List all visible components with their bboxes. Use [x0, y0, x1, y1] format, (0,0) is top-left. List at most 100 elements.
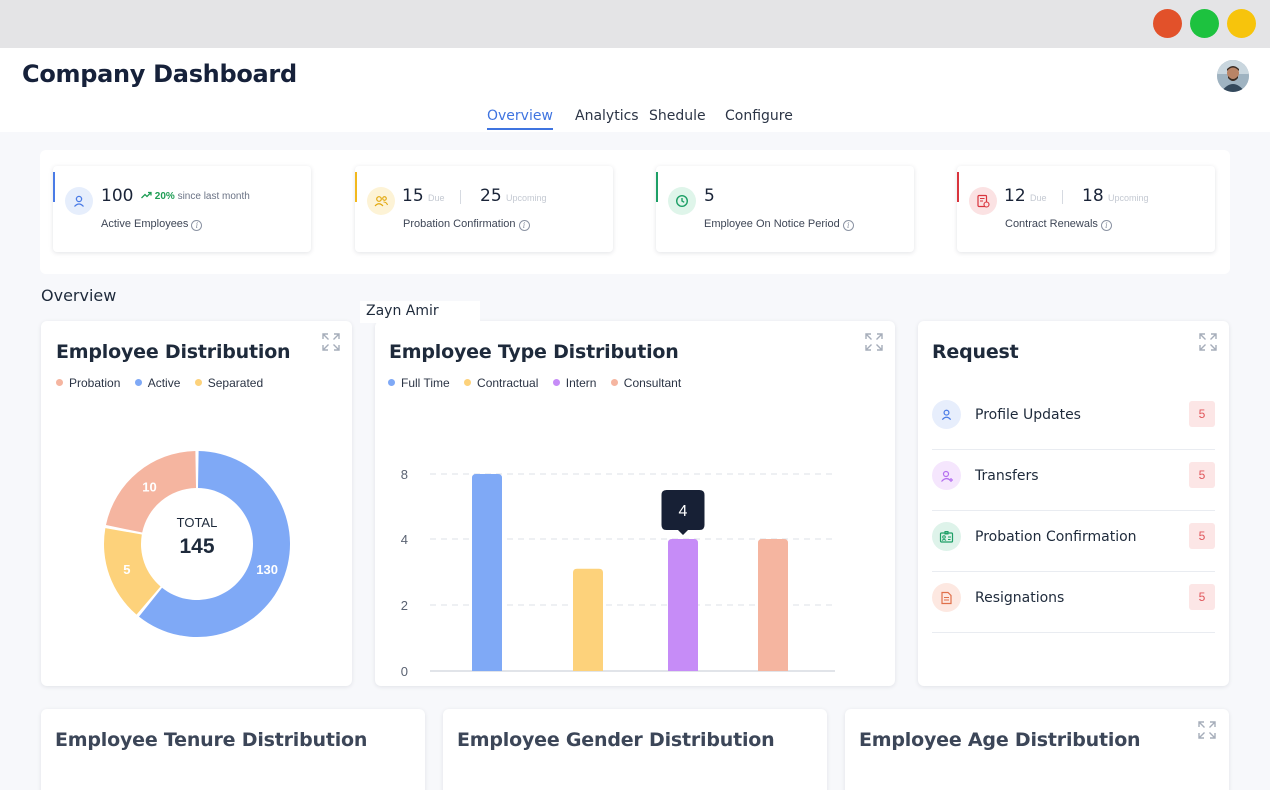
- legend-item-consultant: Consultant: [610, 376, 681, 390]
- card-title: Employee Distribution: [56, 341, 291, 363]
- donut-slice-separated[interactable]: [104, 528, 161, 615]
- card-title: Employee Type Distribution: [389, 341, 679, 363]
- request-count-badge: 5: [1189, 523, 1215, 549]
- donut-center-label: TOTAL: [177, 515, 218, 530]
- card-request: Request Profile Updates 5 Transfers 5 Pr…: [918, 321, 1229, 686]
- stat-divider: [460, 190, 461, 204]
- tab-schedule[interactable]: Shedule: [649, 108, 706, 124]
- stat-divider: [1062, 190, 1063, 204]
- bar-tooltip: 4: [661, 490, 705, 535]
- stat-card-probation-confirmation[interactable]: 15 Due 25 Upcoming Probation Confirmatio…: [355, 166, 613, 252]
- tab-analytics[interactable]: Analytics: [575, 108, 639, 124]
- stat-sub-upcoming: Upcoming: [1108, 193, 1149, 203]
- contract-icon: [969, 187, 997, 215]
- expand-icon[interactable]: [1198, 721, 1216, 739]
- tab-overview[interactable]: Overview: [487, 108, 553, 130]
- stat-sub-upcoming: Upcoming: [506, 193, 547, 203]
- request-item-probation-confirmation[interactable]: Probation Confirmation 5: [932, 511, 1215, 572]
- app-window: Company Dashboard Overview Analytics She…: [0, 48, 1270, 790]
- stat-value-upcoming: 25: [480, 186, 502, 206]
- trend-percent: 20%: [154, 191, 175, 202]
- y-tick-label: 4: [401, 532, 408, 547]
- card-title: Employee Gender Distribution: [457, 729, 775, 751]
- y-tick-label: 2: [401, 598, 408, 613]
- legend-item-contractual: Contractual: [464, 376, 538, 390]
- request-label: Resignations: [975, 590, 1065, 606]
- stat-sub-due: Due: [1030, 193, 1047, 203]
- hover-name-tooltip: Zayn Amir: [360, 301, 480, 323]
- request-item-resignations[interactable]: Resignations 5: [932, 572, 1215, 633]
- stat-value: 100: [101, 186, 134, 206]
- stat-label: Probation Confirmation i: [403, 218, 530, 231]
- window-close-button[interactable]: [1153, 9, 1182, 38]
- bar-full-time[interactable]: [472, 474, 502, 671]
- card-title: Employee Age Distribution: [859, 729, 1141, 751]
- card-age-distribution: Employee Age Distribution: [845, 709, 1229, 790]
- donut-slice-active[interactable]: [138, 451, 290, 637]
- user-group-icon: [367, 187, 395, 215]
- avatar-image-icon: [1217, 60, 1249, 92]
- stat-accent-bar: [957, 172, 959, 202]
- tab-configure[interactable]: Configure: [725, 108, 793, 124]
- expand-icon[interactable]: [322, 333, 340, 351]
- expand-icon[interactable]: [1199, 333, 1217, 351]
- info-icon[interactable]: i: [842, 220, 854, 231]
- id-card-icon: [932, 522, 961, 551]
- tab-bar: Overview Analytics Shedule Configure: [0, 108, 1270, 132]
- request-item-transfers[interactable]: Transfers 5: [932, 450, 1215, 511]
- bar-consultant[interactable]: [758, 539, 788, 671]
- bar-intern[interactable]: [668, 539, 698, 671]
- bar-contractual[interactable]: [573, 568, 603, 671]
- request-item-profile-updates[interactable]: Profile Updates 5: [932, 389, 1215, 450]
- card-title: Employee Tenure Distribution: [55, 729, 368, 751]
- stat-label: Active Employees i: [101, 218, 203, 231]
- avatar[interactable]: [1217, 60, 1249, 92]
- user-icon: [932, 400, 961, 429]
- request-label: Profile Updates: [975, 407, 1081, 423]
- legend-item-separated: Separated: [194, 376, 263, 390]
- legend-item-intern: Intern: [552, 376, 596, 390]
- stat-label: Employee On Notice Period i: [704, 218, 854, 231]
- y-tick-label: 0: [401, 664, 408, 679]
- donut-slice-probation[interactable]: [105, 451, 197, 533]
- chart-legend: Probation Active Separated: [56, 376, 274, 390]
- tooltip-box: [661, 490, 705, 535]
- user-add-icon: [932, 461, 961, 490]
- stat-accent-bar: [53, 172, 55, 202]
- card-title: Request: [932, 341, 1019, 363]
- app-header: Company Dashboard Overview Analytics She…: [0, 48, 1270, 132]
- stat-card-contract-renewals[interactable]: 12 Due 18 Upcoming Contract Renewals i: [957, 166, 1215, 252]
- user-icon: [65, 187, 93, 215]
- trend-up-icon: [141, 191, 152, 199]
- stat-sub-due: Due: [428, 193, 445, 203]
- donut-chart: 130 5 10 TOTAL 145: [104, 451, 290, 637]
- request-label: Probation Confirmation: [975, 529, 1137, 545]
- request-count-badge: 5: [1189, 401, 1215, 427]
- trend-indicator: 20% since last month: [141, 191, 250, 202]
- page-title: Company Dashboard: [22, 60, 297, 88]
- legend-item-probation: Probation: [56, 376, 120, 390]
- info-icon[interactable]: i: [1100, 220, 1112, 231]
- donut-label-probation: 10: [142, 480, 156, 495]
- clock-icon: [668, 187, 696, 215]
- donut-label-active: 130: [256, 562, 278, 577]
- stat-accent-bar: [355, 172, 357, 202]
- section-title-overview: Overview: [41, 286, 117, 305]
- info-icon[interactable]: i: [191, 220, 203, 231]
- expand-icon[interactable]: [865, 333, 883, 351]
- window-maximize-button[interactable]: [1190, 9, 1219, 38]
- info-icon[interactable]: i: [518, 220, 530, 231]
- request-count-badge: 5: [1189, 584, 1215, 610]
- stat-card-active-employees[interactable]: 100 20% since last month Active Employee…: [53, 166, 311, 252]
- stat-value-upcoming: 18: [1082, 186, 1104, 206]
- stats-panel: 100 20% since last month Active Employee…: [40, 150, 1230, 274]
- stat-label: Contract Renewals i: [1005, 218, 1112, 231]
- y-tick-label: 8: [401, 467, 408, 482]
- card-tenure-distribution: Employee Tenure Distribution: [41, 709, 425, 790]
- request-count-badge: 5: [1189, 462, 1215, 488]
- window-minimize-button[interactable]: [1227, 9, 1256, 38]
- tooltip-value: 4: [679, 503, 688, 520]
- stat-card-notice-period[interactable]: 5 Employee On Notice Period i: [656, 166, 914, 252]
- chart-legend: Full Time Contractual Intern Consultant: [388, 376, 692, 390]
